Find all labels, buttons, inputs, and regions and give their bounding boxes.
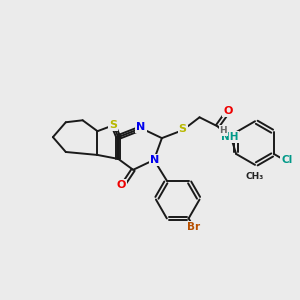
Text: N: N <box>136 122 146 132</box>
Text: S: S <box>179 124 187 134</box>
Text: Br: Br <box>187 222 200 232</box>
Text: Cl: Cl <box>281 155 293 165</box>
Text: O: O <box>117 180 126 190</box>
Text: O: O <box>224 106 233 116</box>
Text: NH: NH <box>220 132 238 142</box>
Text: CH₃: CH₃ <box>246 172 264 181</box>
Text: S: S <box>109 120 117 130</box>
Text: H: H <box>220 126 227 135</box>
Text: N: N <box>150 155 160 165</box>
